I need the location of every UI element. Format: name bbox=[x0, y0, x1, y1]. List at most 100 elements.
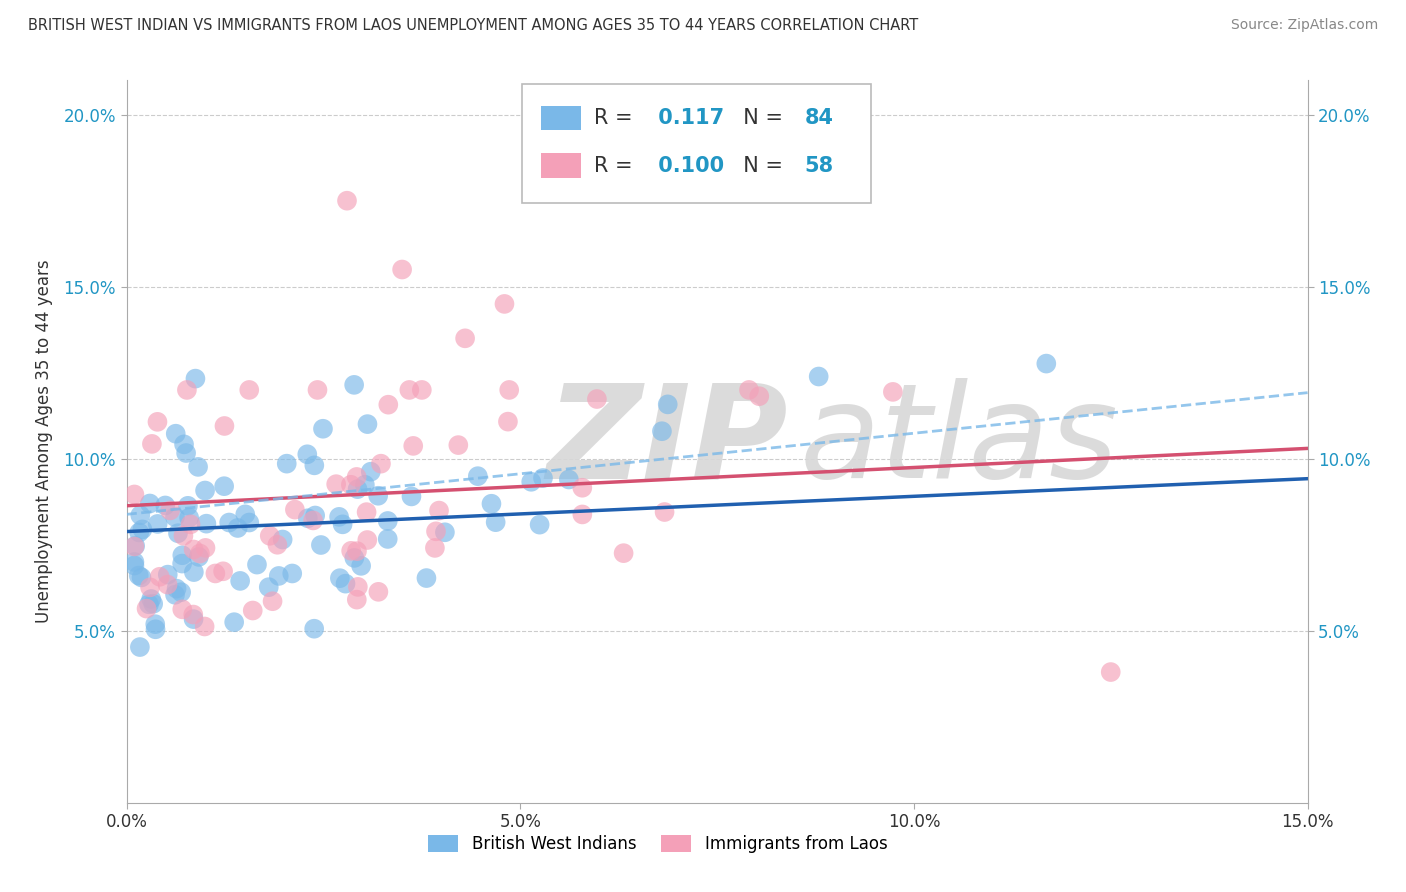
FancyBboxPatch shape bbox=[541, 105, 581, 130]
Point bbox=[128, 568, 150, 582]
Point bbox=[143, 617, 166, 632]
Point bbox=[242, 603, 264, 617]
Point bbox=[138, 597, 160, 611]
Point bbox=[156, 577, 179, 591]
Point bbox=[172, 548, 194, 562]
Point bbox=[343, 550, 366, 565]
Point bbox=[194, 483, 217, 498]
FancyBboxPatch shape bbox=[541, 153, 581, 178]
Point bbox=[183, 542, 205, 557]
Point bbox=[238, 383, 260, 397]
Point bbox=[177, 499, 200, 513]
Point bbox=[139, 496, 162, 510]
Point bbox=[481, 497, 503, 511]
Point bbox=[142, 597, 165, 611]
Point bbox=[233, 508, 256, 522]
Point bbox=[329, 571, 352, 585]
Point bbox=[184, 371, 207, 385]
Point bbox=[141, 437, 163, 451]
Point bbox=[377, 514, 399, 528]
Point bbox=[165, 426, 187, 441]
Point bbox=[266, 538, 288, 552]
Point bbox=[183, 612, 205, 626]
Point bbox=[124, 555, 146, 569]
Point bbox=[613, 546, 636, 560]
FancyBboxPatch shape bbox=[522, 84, 870, 203]
Point bbox=[340, 477, 363, 491]
Point bbox=[312, 422, 335, 436]
Point bbox=[131, 570, 153, 584]
Point bbox=[128, 640, 150, 654]
Point bbox=[194, 541, 217, 555]
Point bbox=[159, 503, 181, 517]
Point bbox=[343, 377, 366, 392]
Point bbox=[297, 511, 319, 525]
Point bbox=[354, 477, 377, 491]
Point bbox=[356, 505, 378, 519]
Point bbox=[259, 529, 281, 543]
Point bbox=[194, 619, 217, 633]
Point bbox=[141, 592, 163, 607]
Point bbox=[271, 533, 294, 547]
Point bbox=[131, 522, 153, 536]
Point bbox=[180, 517, 202, 532]
Point bbox=[391, 262, 413, 277]
Point bbox=[165, 588, 187, 602]
Point bbox=[166, 582, 188, 596]
Point bbox=[183, 565, 205, 579]
Point bbox=[212, 564, 235, 578]
Point bbox=[145, 622, 167, 636]
Point bbox=[335, 576, 357, 591]
Point bbox=[433, 525, 456, 540]
Point bbox=[212, 479, 235, 493]
Point bbox=[496, 415, 519, 429]
Point bbox=[411, 383, 433, 397]
Point bbox=[172, 602, 194, 616]
Point bbox=[1099, 665, 1122, 679]
Point bbox=[346, 482, 368, 496]
Point bbox=[520, 475, 543, 489]
Point bbox=[146, 516, 169, 531]
Point bbox=[129, 508, 152, 523]
Point bbox=[302, 513, 325, 527]
Point bbox=[657, 397, 679, 411]
Point bbox=[346, 470, 368, 484]
Point bbox=[498, 383, 520, 397]
Text: 0.100: 0.100 bbox=[651, 155, 724, 176]
Point bbox=[172, 557, 194, 571]
Text: R =: R = bbox=[595, 108, 640, 128]
Point bbox=[187, 549, 209, 564]
Text: Source: ZipAtlas.com: Source: ZipAtlas.com bbox=[1230, 18, 1378, 32]
Point bbox=[467, 469, 489, 483]
Point bbox=[246, 558, 269, 572]
Point bbox=[415, 571, 437, 585]
Legend: British West Indians, Immigrants from Laos: British West Indians, Immigrants from La… bbox=[422, 828, 894, 860]
Point bbox=[651, 424, 673, 438]
Point bbox=[229, 574, 252, 588]
Point bbox=[173, 437, 195, 451]
Point bbox=[529, 517, 551, 532]
Point bbox=[124, 540, 146, 554]
Text: N =: N = bbox=[730, 108, 790, 128]
Point bbox=[370, 457, 392, 471]
Point bbox=[882, 384, 904, 399]
Point bbox=[367, 584, 389, 599]
Point bbox=[135, 601, 157, 615]
Text: R =: R = bbox=[595, 155, 640, 176]
Point bbox=[309, 538, 332, 552]
Point bbox=[297, 447, 319, 461]
Point bbox=[226, 521, 249, 535]
Point bbox=[332, 517, 354, 532]
Point bbox=[238, 516, 260, 530]
Point bbox=[267, 569, 290, 583]
Point bbox=[377, 532, 399, 546]
Point bbox=[163, 510, 186, 524]
Point bbox=[124, 487, 146, 501]
Point bbox=[224, 615, 246, 630]
Point bbox=[149, 570, 172, 584]
Point bbox=[571, 508, 593, 522]
Point bbox=[454, 331, 477, 345]
Point bbox=[654, 505, 676, 519]
Point bbox=[485, 515, 508, 529]
Point bbox=[738, 383, 761, 397]
